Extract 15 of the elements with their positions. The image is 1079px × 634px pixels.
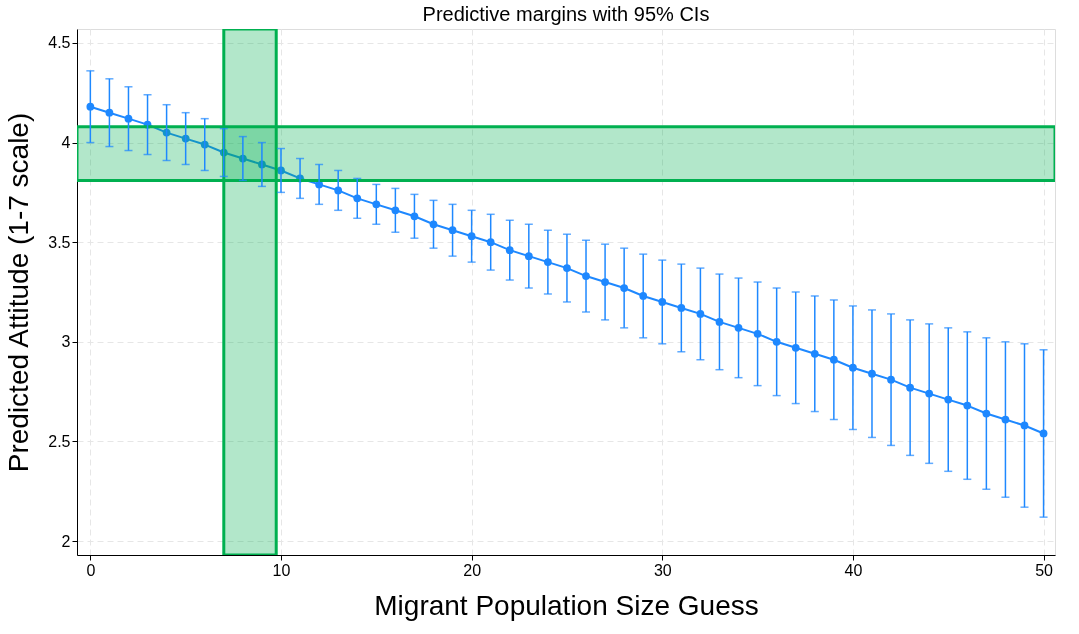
x-tick-label: 40 [844,561,863,579]
y-tick-label: 3.5 [48,233,71,251]
y-tick-label: 2 [61,532,71,550]
y-tick-label: 4.5 [48,34,71,52]
x-tick-label: 10 [272,561,291,579]
x-tick-label: 20 [463,561,482,579]
y-axis-title: Predicted Attitude (1-7 scale) [3,112,35,473]
x-axis-title: Migrant Population Size Guess [374,589,759,621]
y-tick-label: 3 [61,333,71,351]
y-tick-label: 2.5 [48,432,71,450]
x-tick-label: 30 [653,561,672,579]
x-tick-label: 0 [86,561,96,579]
chart-title: Predictive margins with 95% CIs [422,3,710,25]
y-tick-label: 4 [61,134,71,152]
x-tick-label: 50 [1035,561,1054,579]
